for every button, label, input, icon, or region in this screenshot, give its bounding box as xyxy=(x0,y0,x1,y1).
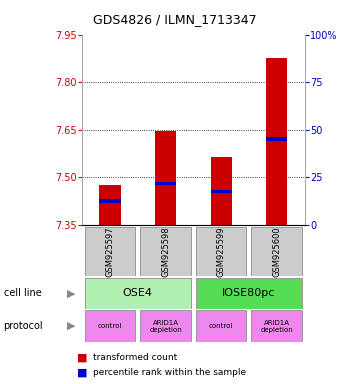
Text: GDS4826 / ILMN_1713347: GDS4826 / ILMN_1713347 xyxy=(93,13,257,26)
Text: protocol: protocol xyxy=(4,321,43,331)
Bar xyxy=(196,278,302,309)
Text: GSM925600: GSM925600 xyxy=(272,226,281,277)
Text: GSM925597: GSM925597 xyxy=(106,226,114,277)
Text: control: control xyxy=(98,323,122,329)
Bar xyxy=(251,227,302,276)
Text: OSE4: OSE4 xyxy=(123,288,153,298)
Bar xyxy=(85,310,135,342)
Bar xyxy=(140,227,191,276)
Text: ARID1A
depletion: ARID1A depletion xyxy=(260,319,293,333)
Bar xyxy=(140,310,191,342)
Bar xyxy=(99,185,121,225)
Bar xyxy=(251,310,302,342)
Bar xyxy=(211,190,232,193)
Bar xyxy=(266,137,287,141)
Text: ■: ■ xyxy=(77,367,88,377)
Text: ▶: ▶ xyxy=(67,321,75,331)
Bar xyxy=(196,227,246,276)
Text: percentile rank within the sample: percentile rank within the sample xyxy=(93,368,246,377)
Bar xyxy=(85,278,191,309)
Bar xyxy=(155,131,176,225)
Bar xyxy=(266,58,287,225)
Bar xyxy=(211,157,232,225)
Text: IOSE80pc: IOSE80pc xyxy=(222,288,276,298)
Text: ■: ■ xyxy=(77,353,88,363)
Bar xyxy=(99,199,121,203)
Text: ▶: ▶ xyxy=(67,288,75,298)
Text: GSM925598: GSM925598 xyxy=(161,226,170,277)
Text: ARID1A
depletion: ARID1A depletion xyxy=(149,319,182,333)
Bar xyxy=(85,227,135,276)
Bar xyxy=(155,182,176,185)
Text: transformed count: transformed count xyxy=(93,353,177,362)
Text: control: control xyxy=(209,323,233,329)
Bar xyxy=(196,310,246,342)
Text: GSM925599: GSM925599 xyxy=(217,226,226,277)
Text: cell line: cell line xyxy=(4,288,41,298)
